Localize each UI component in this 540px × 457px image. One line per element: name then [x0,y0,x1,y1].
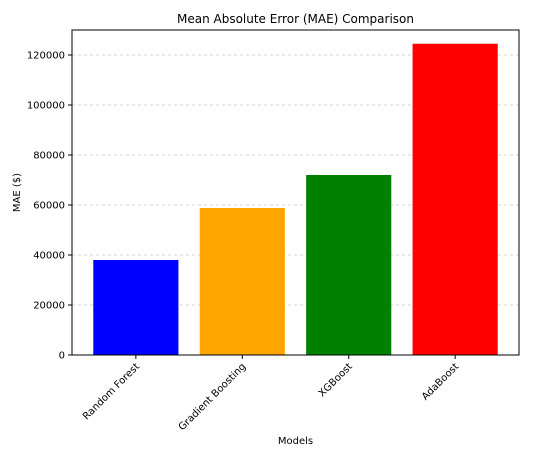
y-tick-label: 80000 [33,151,65,162]
y-tick-label: 0 [59,351,65,362]
chart-title: Mean Absolute Error (MAE) Comparison [177,12,414,26]
plot-frame [71,29,520,356]
x-tick-label: AdaBoost [420,361,461,402]
y-tick-label: 40000 [33,251,65,262]
bars [93,43,498,355]
y-axis-ticks: 0 20000 40000 60000 80000 100000 120000 [27,51,72,362]
x-tick-label: Gradient Boosting [177,361,249,433]
bar-adaboost [412,43,498,355]
x-tick-label: Random Forest [81,361,142,422]
bar-xgboost [306,175,392,355]
y-tick-label: 100000 [27,101,65,112]
x-axis-label: Models [278,436,313,447]
x-tick-label: XGBoost [317,361,355,399]
x-axis-ticks: Random Forest Gradient Boosting XGBoost Ada… [81,355,461,433]
y-tick-label: 120000 [27,51,65,62]
y-tick-label: 20000 [33,301,65,312]
bar-random-forest [93,260,179,355]
y-tick-label: 60000 [33,201,65,212]
bar-gradient-boosting [199,208,285,355]
y-axis-label: MAE ($) [12,173,23,212]
